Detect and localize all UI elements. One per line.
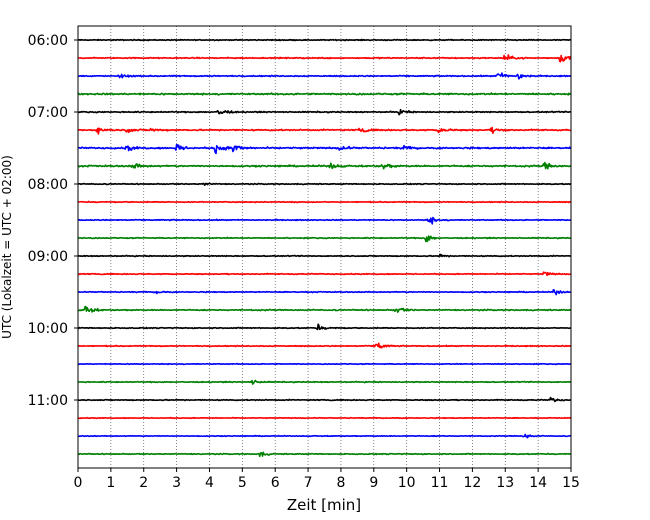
y-tick-label: 06:00: [28, 33, 68, 49]
x-tick-label: 1: [106, 475, 115, 491]
plot-frame: [77, 25, 572, 469]
seismogram-trace: [77, 200, 572, 204]
seismogram-trace: [77, 143, 572, 155]
seismogram-trace: [77, 379, 572, 385]
x-tick-label: 15: [562, 475, 580, 491]
seismogram-trace: [77, 289, 572, 296]
seismogram-trace: [77, 54, 572, 63]
seismogram-trace: [77, 161, 572, 170]
y-tick-label: 11:00: [28, 393, 68, 409]
x-tick-label: 12: [463, 475, 481, 491]
x-tick-label: 2: [139, 475, 148, 491]
y-tick-label: 07:00: [28, 105, 68, 121]
seismogram-trace: [77, 216, 572, 225]
x-tick-label: 6: [271, 475, 280, 491]
x-axis-label: Zeit [min]: [287, 496, 361, 514]
y-tick-label: 09:00: [28, 249, 68, 265]
x-tick-label: 7: [304, 475, 313, 491]
x-tick-label: 8: [336, 475, 345, 491]
seismogram-trace: [77, 38, 572, 42]
seismogram-trace: [77, 108, 572, 116]
seismogram-trace: [77, 323, 572, 331]
x-tick-label: 10: [398, 475, 416, 491]
y-tick-label: 10:00: [28, 321, 68, 337]
seismogram-trace: [77, 72, 572, 80]
seismogram-trace: [77, 305, 572, 313]
seismogram-trace: [77, 416, 572, 420]
x-tick-label: 11: [431, 475, 449, 491]
seismogram-trace: [77, 451, 572, 458]
seismogram-trace: [77, 433, 572, 439]
seismogram-trace: [77, 253, 572, 258]
x-tick-label: 13: [496, 475, 514, 491]
seismogram-trace: [77, 342, 572, 349]
x-tick-label: 5: [238, 475, 247, 491]
y-axis-label: UTC (Lokalzeit = UTC + 02:00): [0, 155, 14, 339]
x-axis: 0 1 2 3 4 5 6 7 8 9 10 11 12 13 14 15: [74, 468, 580, 491]
seismogram-trace: [77, 362, 572, 366]
x-tick-label: 3: [172, 475, 181, 491]
trace-group: [77, 38, 572, 458]
x-tick-label: 14: [529, 475, 547, 491]
seismogram-trace: [77, 182, 572, 187]
seismogram-trace: [77, 235, 572, 243]
x-tick-label: 4: [205, 475, 214, 491]
seismogram-trace: [77, 271, 572, 277]
y-axis: 06:00 07:00 08:00 09:00 10:00 11:00: [28, 33, 78, 409]
seismogram-trace: [77, 92, 572, 96]
x-tick-label: 9: [369, 475, 378, 491]
x-tick-label: 0: [74, 475, 83, 491]
seismogram-trace: [77, 396, 572, 403]
seismogram-trace: [77, 126, 572, 135]
y-tick-label: 08:00: [28, 177, 68, 193]
